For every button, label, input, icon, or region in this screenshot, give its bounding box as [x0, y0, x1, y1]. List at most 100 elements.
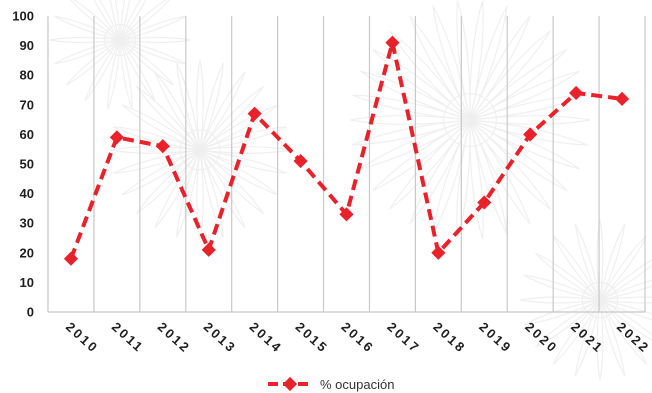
data-point-marker [339, 207, 354, 222]
watermark-petal [119, 36, 191, 44]
watermark-petal [119, 0, 131, 41]
watermark-petal [389, 30, 471, 121]
x-tick-label: 2015 [293, 319, 332, 356]
y-tick-label: 100 [12, 9, 34, 24]
watermark-petal [53, 15, 121, 41]
watermark-petal [199, 62, 224, 151]
watermark-petal [176, 149, 201, 238]
watermark-petal [109, 146, 201, 154]
watermark-petal [469, 94, 588, 121]
x-tick-label: 2021 [568, 319, 607, 356]
watermark-petal [112, 126, 201, 151]
watermark-petal [469, 119, 580, 170]
watermark-petal [199, 149, 246, 229]
watermark-flower [49, 0, 191, 110]
watermark-petal [469, 119, 568, 192]
watermark-petal [196, 149, 204, 241]
watermark-petal [107, 39, 121, 110]
watermark-petal [352, 94, 471, 121]
watermark-flower [349, 0, 591, 240]
watermark-center [443, 92, 498, 147]
data-point-marker [431, 245, 446, 260]
watermark-petal [599, 279, 652, 301]
watermark-petal [196, 59, 204, 151]
y-tick-label: 40 [20, 186, 34, 201]
x-tick-label: 2020 [522, 319, 561, 356]
data-point-marker [109, 130, 124, 145]
watermark-petal [199, 85, 265, 151]
y-tick-label: 30 [20, 216, 34, 231]
x-tick-label: 2012 [155, 319, 194, 356]
chart-legend: % ocupación [268, 376, 394, 392]
watermark-petal [599, 296, 652, 304]
watermark-petal [523, 299, 601, 326]
y-axis-tick-labels: 0 10 20 30 40 50 60 70 80 90 100 [12, 9, 34, 320]
data-point-marker [614, 91, 630, 106]
data-point-marker [293, 153, 308, 169]
watermark-petal [84, 39, 121, 102]
watermark-petal [199, 149, 265, 215]
x-tick-label: 2018 [430, 319, 469, 356]
watermark-petal [534, 299, 601, 348]
watermark-petal [534, 252, 601, 301]
data-point-marker [477, 195, 492, 210]
chart-grid [47, 16, 646, 313]
watermark-petal [352, 119, 471, 146]
watermark-petal [469, 5, 508, 121]
watermark-petal [135, 149, 201, 215]
watermark-petal [360, 70, 471, 121]
chart-series [63, 35, 630, 266]
watermark-petal [552, 299, 601, 366]
watermark-petal [469, 115, 591, 125]
watermark-petal [349, 115, 471, 125]
watermark-petal [409, 15, 471, 121]
watermark-petal [599, 223, 626, 301]
y-tick-label: 90 [20, 38, 34, 53]
watermark-petal [49, 36, 121, 44]
watermark-petal [599, 234, 648, 301]
watermark-petal [121, 104, 201, 151]
watermark-petal [469, 15, 531, 121]
watermark-petal [135, 85, 201, 151]
watermark-petal [53, 39, 121, 65]
watermark-petal [199, 126, 288, 151]
watermark-petal [154, 149, 201, 229]
y-tick-label: 80 [20, 68, 34, 83]
watermark-petal [119, 39, 133, 110]
watermark-petal [469, 119, 484, 240]
watermark-petal [409, 119, 471, 225]
watermark-petal [599, 259, 652, 301]
watermark-petal [65, 39, 121, 86]
watermark-petal [574, 299, 601, 377]
watermark-petal [599, 299, 626, 377]
watermark-petal [372, 48, 471, 121]
watermark-petal [469, 70, 580, 121]
x-tick-label: 2010 [63, 319, 102, 356]
data-point-marker [569, 85, 584, 101]
x-tick-label: 2013 [201, 319, 240, 356]
x-axis-tick-labels: 2010 2011 2012 2013 2014 2015 2016 2017 2018 2019… [63, 319, 652, 356]
watermark-petal [199, 71, 246, 151]
x-tick-label: 2011 [109, 319, 147, 356]
watermark-petal [469, 119, 588, 146]
watermark-flower [109, 59, 291, 241]
watermark-center [103, 24, 136, 56]
watermark-flower [519, 219, 652, 381]
data-point-marker [63, 251, 79, 266]
watermark-petal [93, 0, 121, 41]
watermark-petal [389, 119, 471, 210]
watermark-center [179, 129, 221, 171]
watermark-petal [456, 119, 471, 240]
watermark-petal [199, 149, 224, 238]
y-tick-label: 50 [20, 157, 34, 172]
watermark-petal [469, 30, 551, 121]
watermark-petal [372, 119, 471, 192]
data-point-marker [523, 127, 538, 142]
y-tick-label: 10 [20, 275, 34, 290]
legend-diamond-marker [282, 376, 298, 392]
watermark-petal [469, 48, 568, 121]
watermark-petal [199, 149, 288, 174]
watermark-petal [596, 299, 604, 381]
